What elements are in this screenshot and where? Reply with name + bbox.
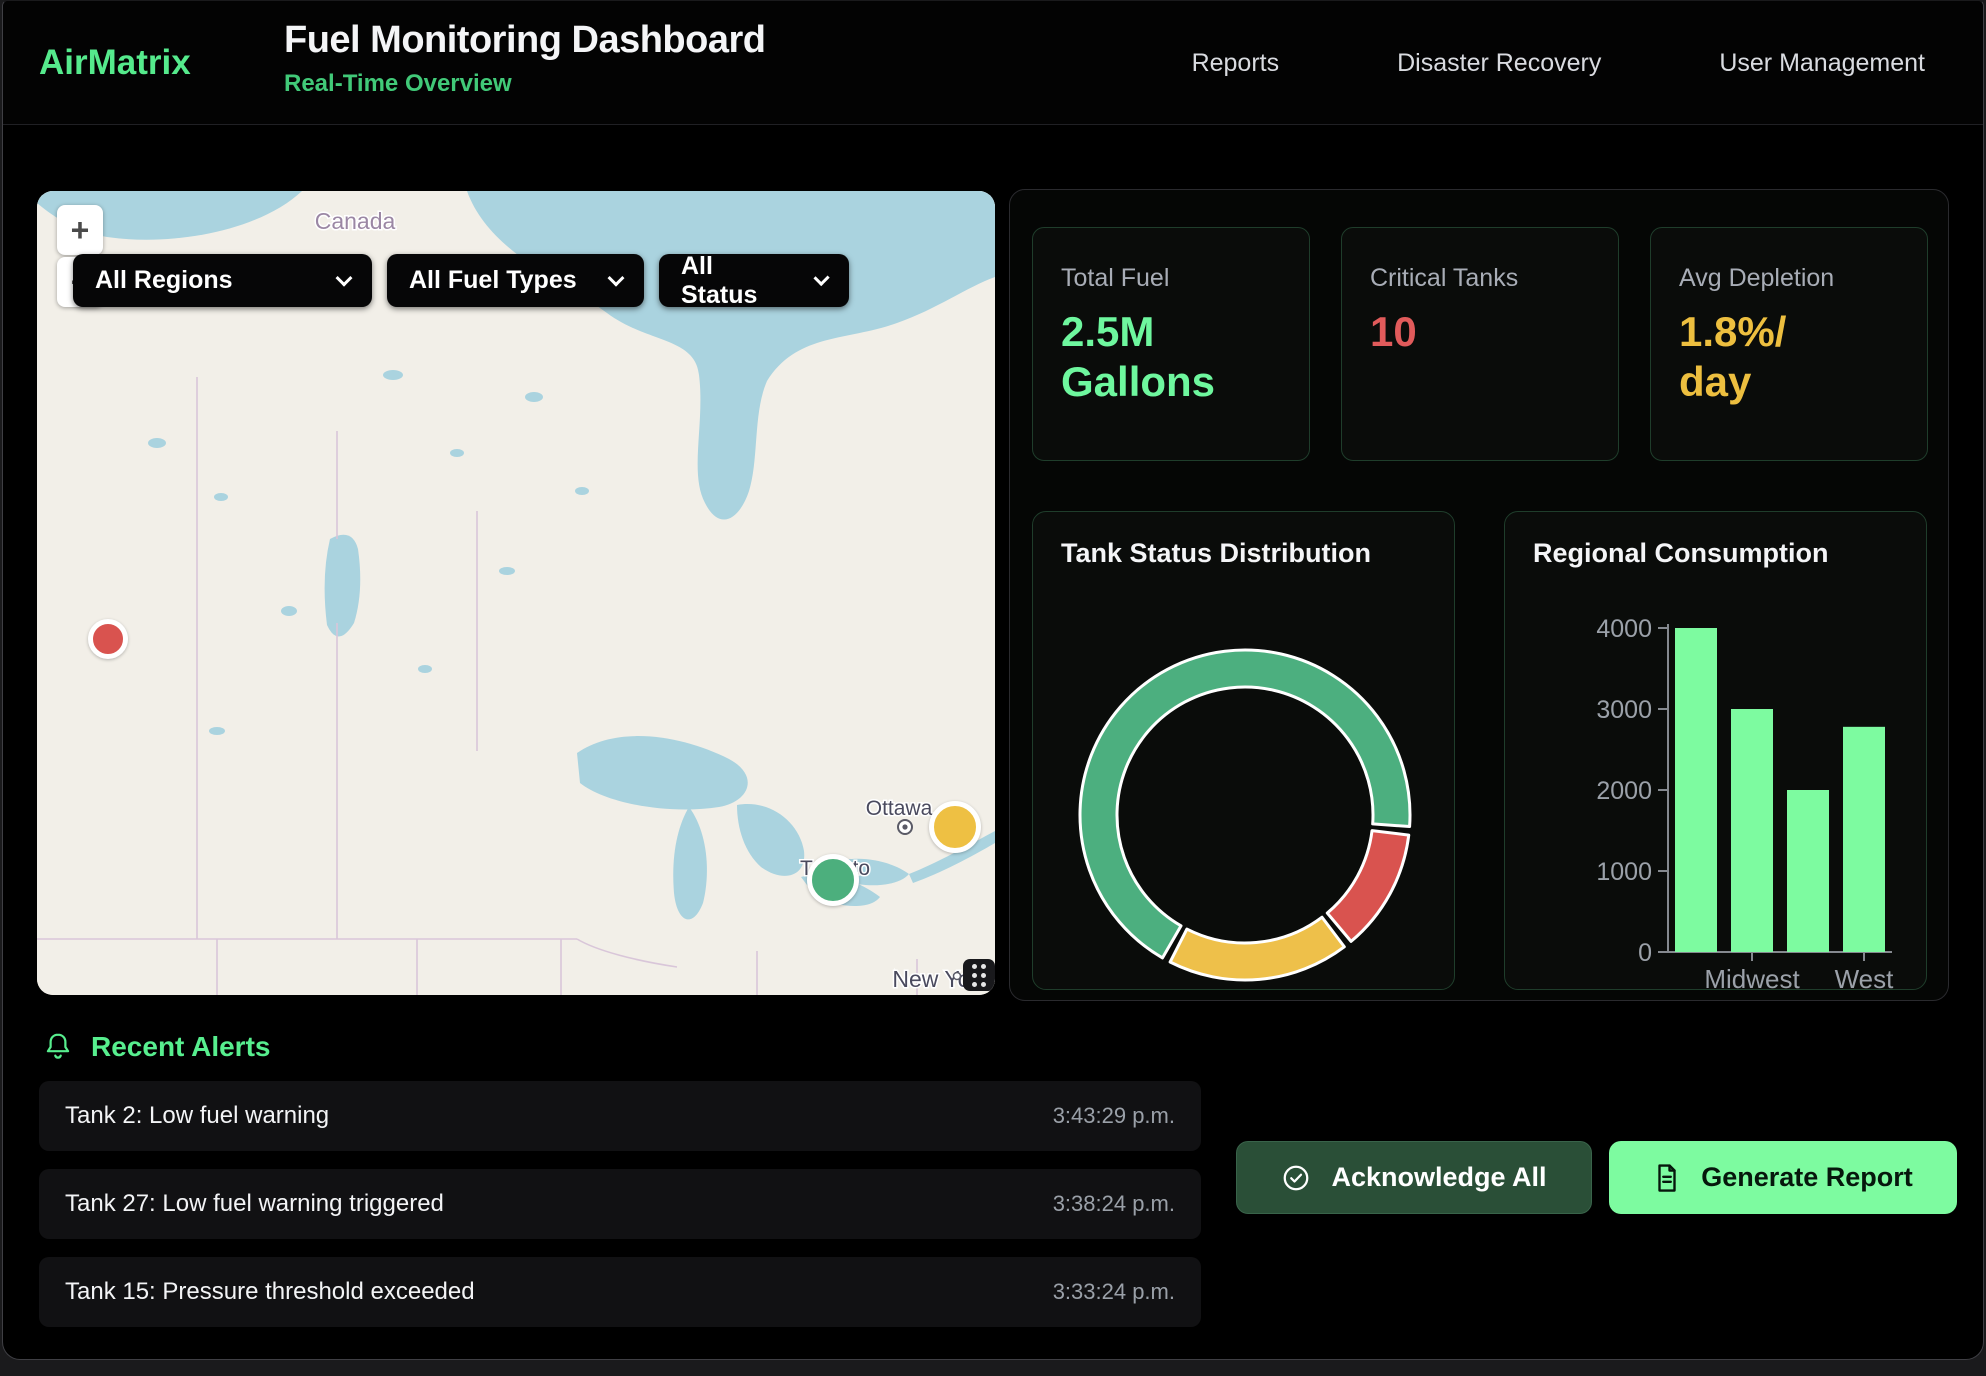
alert-row[interactable]: Tank 27: Low fuel warning triggered 3:38… xyxy=(39,1169,1201,1239)
acknowledge-all-button[interactable]: Acknowledge All xyxy=(1236,1141,1592,1214)
alert-message: Tank 15: Pressure threshold exceeded xyxy=(65,1278,475,1306)
stat-card-total-fuel: Total Fuel 2.5M Gallons xyxy=(1032,227,1310,461)
stat-label: Avg Depletion xyxy=(1679,264,1899,293)
stat-label: Critical Tanks xyxy=(1370,264,1590,293)
alerts-header: Recent Alerts xyxy=(43,1031,270,1063)
chart-title: Regional Consumption xyxy=(1533,538,1828,569)
overview-panel: Total Fuel 2.5M Gallons Critical Tanks 1… xyxy=(1009,189,1949,1001)
x-tick-label: West xyxy=(1835,964,1895,990)
region-filter-value: All Regions xyxy=(95,266,233,295)
regional-consumption-chart-card: 0 1000 2000 3000 4000 Midwest West Regional Co… xyxy=(1504,511,1927,990)
y-tick-label: 4000 xyxy=(1596,615,1652,643)
region-filter-dropdown[interactable]: All Regions xyxy=(73,254,372,307)
stat-value: 10 xyxy=(1370,307,1590,357)
bell-icon xyxy=(43,1031,73,1063)
x-tick-label: Midwest xyxy=(1704,964,1800,990)
bar xyxy=(1843,727,1885,952)
donut-segment-critical xyxy=(1327,831,1408,942)
map-resize-handle[interactable] xyxy=(963,959,995,991)
nav-item-user-management[interactable]: User Management xyxy=(1719,49,1925,78)
generate-report-button[interactable]: Generate Report xyxy=(1609,1141,1957,1214)
chevron-down-icon xyxy=(608,269,625,286)
fuel-type-filter-value: All Fuel Types xyxy=(409,266,577,295)
nav-item-disaster-recovery[interactable]: Disaster Recovery xyxy=(1397,49,1601,78)
donut-segment-warning xyxy=(1170,917,1344,980)
map-container[interactable]: Canada Ottawa Toronto New York + − All R… xyxy=(37,191,995,995)
stat-value: 2.5M Gallons xyxy=(1061,307,1281,406)
bar xyxy=(1675,628,1717,952)
city-dot xyxy=(954,973,961,980)
alert-message: Tank 2: Low fuel warning xyxy=(65,1102,329,1130)
nav-item-reports[interactable]: Reports xyxy=(1192,49,1280,78)
alert-timestamp: 3:33:24 p.m. xyxy=(1053,1279,1175,1305)
map-label-canada: Canada xyxy=(315,208,396,234)
stat-value: 1.8%/ day xyxy=(1679,307,1899,406)
alert-timestamp: 3:43:29 p.m. xyxy=(1053,1103,1175,1129)
header: AirMatrix Fuel Monitoring Dashboard Real… xyxy=(3,1,1983,125)
title-block: Fuel Monitoring Dashboard Real-Time Over… xyxy=(284,19,765,98)
alert-row[interactable]: Tank 2: Low fuel warning 3:43:29 p.m. xyxy=(39,1081,1201,1151)
map-marker-warning[interactable] xyxy=(929,801,981,853)
map-marker-normal[interactable] xyxy=(807,854,859,906)
y-tick-label: 1000 xyxy=(1596,858,1652,886)
generate-report-label: Generate Report xyxy=(1701,1162,1913,1193)
alert-message: Tank 27: Low fuel warning triggered xyxy=(65,1190,444,1218)
y-tick-label: 2000 xyxy=(1596,777,1652,805)
status-filter-dropdown[interactable]: All Status xyxy=(659,254,849,307)
stat-label: Total Fuel xyxy=(1061,264,1281,293)
y-tick-label: 3000 xyxy=(1596,696,1652,724)
chevron-down-icon xyxy=(336,269,353,286)
fuel-type-filter-dropdown[interactable]: All Fuel Types xyxy=(387,254,644,307)
app-logo: AirMatrix xyxy=(39,1,191,125)
map-filter-bar: All Regions All Fuel Types All Status xyxy=(73,254,849,307)
map-zoom-in-button[interactable]: + xyxy=(57,205,103,255)
acknowledge-all-label: Acknowledge All xyxy=(1331,1162,1546,1193)
map-marker-critical[interactable] xyxy=(88,619,128,659)
chart-title: Tank Status Distribution xyxy=(1061,538,1371,569)
bar xyxy=(1787,790,1829,952)
alert-row[interactable]: Tank 15: Pressure threshold exceeded 3:3… xyxy=(39,1257,1201,1327)
alert-timestamp: 3:38:24 p.m. xyxy=(1053,1191,1175,1217)
stat-card-critical-tanks: Critical Tanks 10 xyxy=(1341,227,1619,461)
regional-consumption-bar-chart: 0 1000 2000 3000 4000 Midwest West xyxy=(1505,512,1927,990)
tank-status-donut-chart xyxy=(1033,512,1455,990)
alerts-title: Recent Alerts xyxy=(91,1031,270,1063)
page-subtitle: Real-Time Overview xyxy=(284,70,765,98)
app-window: AirMatrix Fuel Monitoring Dashboard Real… xyxy=(2,0,1984,1360)
stat-card-avg-depletion: Avg Depletion 1.8%/ day xyxy=(1650,227,1928,461)
main-nav: Reports Disaster Recovery User Managemen… xyxy=(1192,1,1925,125)
tank-status-chart-card: Tank Status Distribution xyxy=(1032,511,1455,990)
chevron-down-icon xyxy=(813,269,830,286)
y-tick-label: 0 xyxy=(1638,939,1652,967)
page-title: Fuel Monitoring Dashboard xyxy=(284,19,765,62)
ottawa-city-dot xyxy=(898,820,912,834)
bar xyxy=(1731,709,1773,952)
check-circle-icon xyxy=(1281,1163,1311,1193)
status-filter-value: All Status xyxy=(681,252,790,310)
map-label-ottawa: Ottawa xyxy=(866,797,933,820)
document-icon xyxy=(1653,1163,1681,1193)
